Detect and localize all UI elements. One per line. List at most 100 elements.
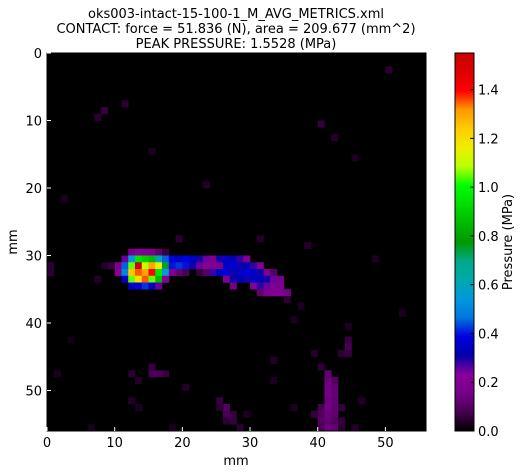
heatmap-cell bbox=[358, 397, 366, 405]
heatmap-cell bbox=[175, 255, 183, 263]
heatmap-cell bbox=[175, 269, 183, 277]
heatmap-cell bbox=[168, 262, 176, 270]
heatmap-cell bbox=[256, 282, 264, 290]
chart-title-line-1: oks003-intact-15-100-1_M_AVG_METRICS.xml bbox=[88, 7, 384, 22]
heatmap-cell bbox=[290, 316, 298, 324]
heatmap-cell bbox=[270, 377, 278, 385]
y-tick-label: 30 bbox=[25, 250, 42, 265]
heatmap-cell bbox=[202, 262, 210, 270]
heatmap-cell bbox=[344, 323, 352, 331]
heatmap-cell bbox=[101, 107, 109, 115]
heatmap-cell bbox=[134, 248, 143, 256]
heatmap-cell bbox=[324, 390, 332, 398]
heatmap-cell bbox=[256, 235, 264, 243]
heatmap-cell bbox=[134, 262, 143, 270]
heatmap-cell bbox=[128, 269, 136, 277]
x-tick-label: 20 bbox=[174, 436, 191, 451]
heatmap-cell bbox=[250, 275, 258, 283]
heatmap-cell bbox=[338, 417, 346, 425]
colorbar-label: Pressure (MPa) bbox=[501, 194, 516, 290]
heatmap-cell bbox=[385, 66, 393, 74]
heatmap-cell bbox=[107, 262, 115, 270]
heatmap-cell bbox=[155, 248, 163, 256]
colorbar-tick-label: 0.6 bbox=[478, 279, 499, 294]
heatmap-cell bbox=[121, 262, 129, 270]
heatmap-cell bbox=[222, 404, 231, 412]
y-tick-label: 0 bbox=[34, 47, 42, 62]
y-tick-label: 40 bbox=[25, 317, 42, 332]
heatmap-cell bbox=[148, 255, 156, 263]
heatmap-cell bbox=[324, 370, 332, 378]
heatmap-cell bbox=[128, 282, 136, 290]
heatmap-cell bbox=[148, 363, 156, 371]
heatmap-cell bbox=[277, 282, 285, 290]
heatmap-cell bbox=[121, 255, 129, 263]
heatmap-cell bbox=[236, 269, 244, 277]
colorbar-tick-label: 1.2 bbox=[478, 132, 499, 147]
heatmap-cell bbox=[121, 100, 129, 108]
heatmap-cell bbox=[155, 262, 163, 270]
heatmap-cell bbox=[243, 262, 251, 270]
heatmap-cell bbox=[270, 275, 278, 283]
heatmap-cell bbox=[175, 235, 183, 243]
heatmap-cell bbox=[148, 147, 156, 155]
heatmap-cell bbox=[141, 282, 149, 290]
colorbar-tick-label: 0.4 bbox=[478, 327, 499, 342]
heatmap-cell bbox=[229, 255, 237, 263]
heatmap-cell bbox=[317, 363, 325, 371]
heatmap-cell bbox=[243, 410, 251, 418]
heatmap-cell bbox=[331, 404, 339, 412]
heatmap-cell bbox=[338, 404, 346, 412]
heatmap-cell bbox=[216, 255, 224, 263]
heatmap-cell bbox=[324, 404, 332, 412]
heatmap-cell bbox=[101, 262, 109, 270]
heatmap-cell bbox=[243, 255, 251, 263]
heatmap-cell bbox=[134, 282, 143, 290]
heatmap-cell bbox=[128, 255, 136, 263]
heatmap-cell bbox=[155, 255, 163, 263]
heatmap-cell bbox=[398, 309, 406, 317]
heatmap-cell bbox=[182, 269, 190, 277]
heatmap-cell bbox=[243, 275, 251, 283]
heatmap-cell bbox=[250, 269, 258, 277]
heatmap-cell bbox=[250, 262, 258, 270]
heatmap-cell bbox=[317, 417, 325, 425]
heatmap-cell bbox=[216, 262, 224, 270]
colorbar-tick-label: 0.0 bbox=[478, 425, 499, 440]
heatmap-cell bbox=[331, 424, 339, 432]
x-axis-ticks: 0 10 20 30 40 50 bbox=[43, 427, 394, 451]
heatmap-cell bbox=[162, 370, 170, 378]
heatmap-cell bbox=[331, 417, 339, 425]
heatmap-cell bbox=[222, 255, 231, 263]
heatmap-cell bbox=[263, 269, 271, 277]
heatmap-cell bbox=[277, 289, 285, 297]
heatmap-cell bbox=[222, 275, 231, 283]
heatmap-cell bbox=[371, 255, 379, 263]
heatmap-cell bbox=[317, 404, 325, 412]
heatmap-cell bbox=[236, 424, 244, 432]
heatmap-cell bbox=[155, 269, 163, 277]
heatmap-background bbox=[47, 53, 426, 431]
heatmap-cell bbox=[222, 269, 231, 277]
heatmap-cell bbox=[141, 248, 149, 256]
heatmap-cell bbox=[270, 289, 278, 297]
x-tick-label: 30 bbox=[242, 436, 259, 451]
heatmap-cells bbox=[47, 66, 406, 432]
y-tick-label: 10 bbox=[25, 115, 42, 130]
heatmap-cell bbox=[60, 194, 68, 202]
heatmap-cell bbox=[87, 424, 95, 432]
heatmap-cell bbox=[94, 113, 102, 121]
heatmap-cell bbox=[324, 383, 332, 391]
colorbar bbox=[454, 52, 475, 432]
heatmap-cell bbox=[128, 370, 136, 378]
heatmap-cell bbox=[324, 397, 332, 405]
heatmap-cell bbox=[195, 262, 203, 270]
heatmap-cell bbox=[148, 262, 156, 270]
heatmap-cell bbox=[222, 410, 231, 418]
heatmap-cell bbox=[236, 262, 244, 270]
heatmap-cell bbox=[202, 181, 210, 189]
heatmap-cell bbox=[182, 262, 190, 270]
heatmap-cell bbox=[216, 397, 224, 405]
heatmap-cell bbox=[134, 404, 143, 412]
